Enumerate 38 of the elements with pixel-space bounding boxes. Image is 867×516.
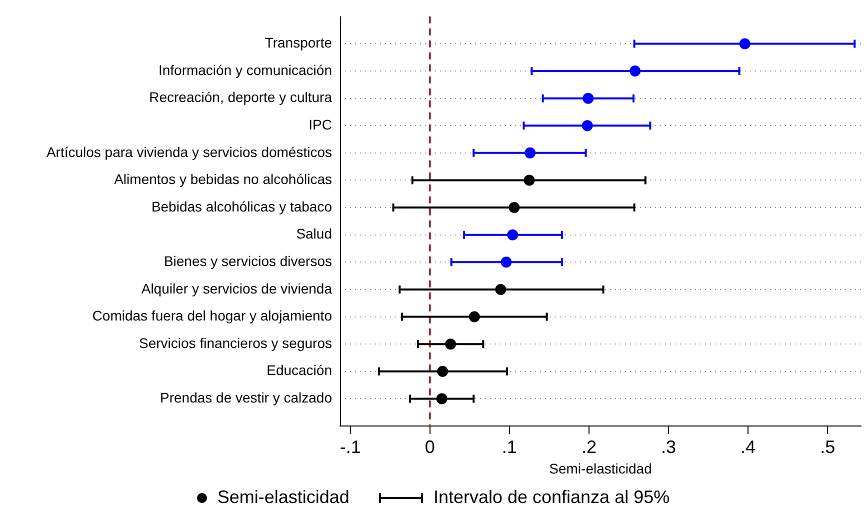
x-tick-label: .5 <box>820 436 836 457</box>
y-tick-label: Comidas fuera del hogar y alojamiento <box>92 308 332 324</box>
legend-label: Semi-elasticidad <box>217 487 350 508</box>
point <box>468 311 480 322</box>
point <box>630 66 641 77</box>
x-tick-label: .2 <box>581 436 596 457</box>
y-tick-label: Transporte <box>264 34 332 51</box>
point <box>495 284 506 295</box>
y-tick-label: Información y comunicación <box>158 62 332 78</box>
point <box>582 92 594 104</box>
point <box>508 202 520 214</box>
point <box>507 229 518 240</box>
point <box>582 120 593 132</box>
point <box>437 366 448 377</box>
y-tick-label: Bienes y servicios diversos <box>164 253 332 270</box>
text: Intervalo de confianza al 95% <box>433 487 670 508</box>
point <box>436 393 448 404</box>
point <box>524 174 535 186</box>
y-tick-label: IPC <box>308 116 332 132</box>
x-tick-label: .4 <box>740 436 756 457</box>
y-tick-label: Alimentos y bebidas no alcohólicas <box>114 171 332 188</box>
x-tick-label: .3 <box>661 436 676 457</box>
point <box>739 38 750 50</box>
x-axis-title: Semi-elasticidad <box>549 460 652 476</box>
y-tick-label: Salud <box>296 226 332 242</box>
point <box>445 338 456 350</box>
x-tick-label: .1 <box>502 436 517 457</box>
y-tick-label: Educación <box>266 362 332 378</box>
y-tick-label: Recreación, deporte y cultura <box>149 89 332 106</box>
point <box>500 256 512 268</box>
y-tick-label: Bebidas alcohólicas y tabaco <box>151 198 332 214</box>
x-tick-label: 0 <box>424 436 435 457</box>
y-tick-label: Prendas de vestir y calzado <box>160 390 332 406</box>
x-tick-label: -.1 <box>340 436 361 457</box>
y-tick-label: Servicios financieros y seguros <box>139 334 332 351</box>
point <box>524 147 536 158</box>
y-tick-label: Alquiler y servicios de vivienda <box>141 280 332 296</box>
y-tick-label: Artículos para vivienda y servicios domésticos <box>46 144 332 160</box>
